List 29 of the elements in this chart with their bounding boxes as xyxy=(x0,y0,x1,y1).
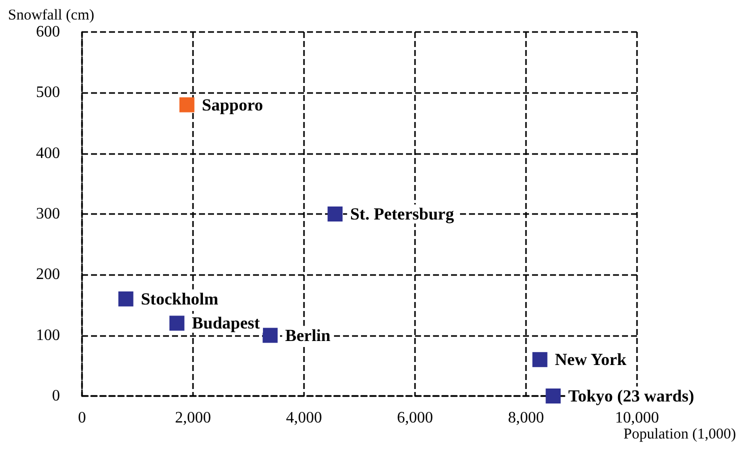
y-tick-label: 600 xyxy=(36,24,60,40)
annotation: Berlin xyxy=(285,326,332,345)
annotation: St. Petersburg xyxy=(350,204,454,224)
annotation: Sapporo xyxy=(202,95,264,114)
point xyxy=(262,328,278,343)
y-tick-label: 300 xyxy=(36,206,60,222)
x-tick-label: 6,000 xyxy=(397,410,433,426)
point xyxy=(328,206,343,222)
x-axis-title: Population (1,000) xyxy=(624,426,736,442)
annotation: Stockholm xyxy=(140,289,218,308)
point xyxy=(179,97,194,112)
annotation: New York xyxy=(554,350,628,370)
point xyxy=(532,352,548,368)
y-tick-label: 200 xyxy=(36,266,60,284)
x-tick-label: 8,000 xyxy=(508,410,544,426)
x-tick-label: 10,000 xyxy=(615,410,659,426)
x-tick-label: 4,000 xyxy=(286,410,322,426)
y-axis-title: Snowfall (cm) xyxy=(8,8,94,24)
annotation: Budapest xyxy=(192,314,260,333)
point xyxy=(546,388,561,404)
y-tick-label: 100 xyxy=(36,326,60,344)
point xyxy=(118,291,134,306)
annotation: Tokyo (23 wards) xyxy=(568,386,694,406)
point xyxy=(169,316,184,331)
y-tick-label: 400 xyxy=(36,144,60,162)
x-tick-label: 0 xyxy=(78,410,86,426)
y-tick-label: 500 xyxy=(36,84,60,102)
y-tick-label: 0 xyxy=(52,388,60,404)
x-tick-label: 2,000 xyxy=(175,410,211,426)
